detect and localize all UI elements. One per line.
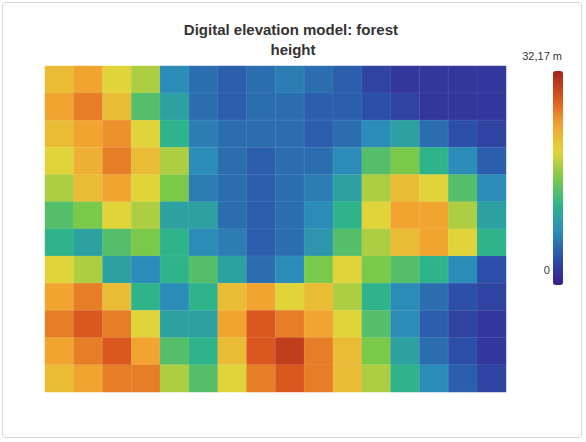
svg-text:32,17 m: 32,17 m <box>522 50 562 62</box>
svg-text:Digital elevation model: fores: Digital elevation model: forest <box>184 21 402 38</box>
svg-text:0 m: 0 m <box>543 263 562 276</box>
svg-text:height: height <box>271 41 316 58</box>
